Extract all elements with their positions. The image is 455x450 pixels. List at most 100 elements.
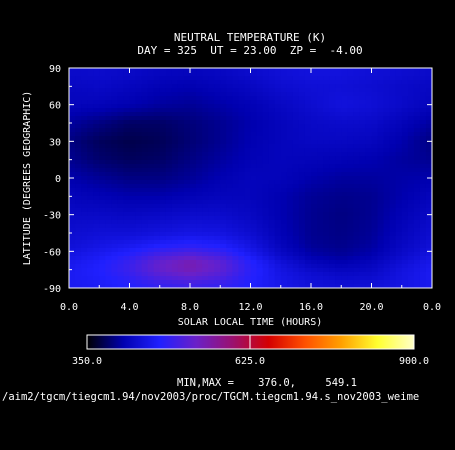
heatmap-cell bbox=[359, 248, 367, 253]
heatmap-cell bbox=[262, 196, 270, 201]
heatmap-cell bbox=[105, 180, 112, 185]
heatmap-cell bbox=[202, 84, 209, 89]
heatmap-cell bbox=[286, 268, 294, 273]
heatmap-cell bbox=[323, 172, 330, 177]
heatmap-cell bbox=[244, 228, 252, 233]
heatmap-cell bbox=[93, 168, 100, 173]
heatmap-cell bbox=[389, 212, 397, 217]
heatmap-cell bbox=[99, 144, 106, 149]
heatmap-cell bbox=[129, 172, 137, 177]
heatmap-cell bbox=[135, 76, 143, 81]
heatmap-cell bbox=[365, 212, 373, 217]
heatmap-cell bbox=[123, 168, 131, 173]
heatmap-cell bbox=[250, 104, 258, 109]
heatmap-cell bbox=[147, 244, 155, 249]
heatmap-cell bbox=[323, 128, 330, 133]
heatmap-cell bbox=[165, 100, 173, 105]
heatmap-cell bbox=[274, 156, 282, 161]
heatmap-cell bbox=[329, 108, 336, 113]
heatmap-cell bbox=[220, 244, 227, 249]
heatmap-cell bbox=[365, 280, 373, 285]
heatmap-cell bbox=[298, 264, 306, 269]
heatmap-cell bbox=[395, 184, 403, 189]
heatmap-cell bbox=[214, 192, 221, 197]
heatmap-cell bbox=[196, 256, 203, 261]
heatmap-cell bbox=[214, 284, 221, 288]
heatmap-cell bbox=[208, 96, 215, 101]
heatmap-cell bbox=[238, 268, 246, 273]
heatmap-cell bbox=[81, 240, 88, 245]
heatmap-cell bbox=[238, 184, 246, 189]
heatmap-cell bbox=[165, 204, 173, 209]
heatmap-cell bbox=[298, 244, 306, 249]
heatmap-cell bbox=[159, 264, 167, 269]
heatmap-cell bbox=[117, 272, 125, 277]
heatmap-cell bbox=[329, 112, 336, 117]
heatmap-cell bbox=[298, 128, 306, 133]
heatmap-cell bbox=[292, 92, 300, 97]
heatmap-cell bbox=[75, 84, 82, 89]
heatmap-cell bbox=[220, 236, 227, 241]
heatmap-cell bbox=[165, 176, 173, 181]
heatmap-cell bbox=[135, 244, 143, 249]
heatmap-cell bbox=[123, 68, 131, 73]
heatmap-cell bbox=[208, 272, 215, 277]
heatmap-cell bbox=[262, 248, 270, 253]
heatmap-cell bbox=[268, 140, 276, 145]
heatmap-cell bbox=[232, 244, 239, 249]
heatmap-cell bbox=[347, 84, 354, 89]
heatmap-cell bbox=[323, 216, 330, 221]
heatmap-cell bbox=[238, 180, 246, 185]
heatmap-cell bbox=[220, 208, 227, 213]
heatmap-cell bbox=[220, 224, 227, 229]
heatmap-cell bbox=[135, 276, 143, 281]
heatmap-cell bbox=[147, 216, 155, 221]
heatmap-cell bbox=[105, 264, 112, 269]
heatmap-cell bbox=[81, 76, 88, 81]
heatmap-cell bbox=[99, 100, 106, 105]
heatmap-cell bbox=[389, 220, 397, 225]
heatmap-cell bbox=[383, 244, 391, 249]
heatmap-cell bbox=[202, 96, 209, 101]
heatmap-cell bbox=[171, 252, 179, 257]
heatmap-cell bbox=[153, 104, 161, 109]
heatmap-cell bbox=[244, 84, 252, 89]
heatmap-cell bbox=[280, 168, 288, 173]
heatmap-cell bbox=[75, 220, 82, 225]
heatmap-cell bbox=[190, 108, 197, 113]
heatmap-cell bbox=[93, 76, 100, 81]
heatmap-cell bbox=[413, 192, 421, 197]
heatmap-cell bbox=[87, 236, 94, 241]
heatmap-cell bbox=[389, 204, 397, 209]
heatmap-cell bbox=[165, 256, 173, 261]
heatmap-cell bbox=[341, 104, 348, 109]
heatmap-cell bbox=[147, 268, 155, 273]
heatmap-cell bbox=[214, 208, 221, 213]
heatmap-cell bbox=[129, 204, 137, 209]
heatmap-cell bbox=[419, 260, 427, 265]
heatmap-cell bbox=[190, 180, 197, 185]
heatmap-cell bbox=[177, 224, 185, 229]
heatmap-cell bbox=[335, 168, 342, 173]
heatmap-cell bbox=[413, 252, 421, 257]
heatmap-cell bbox=[304, 164, 312, 169]
heatmap-cell bbox=[256, 220, 264, 225]
heatmap-cell bbox=[335, 124, 342, 129]
heatmap-cell bbox=[87, 212, 94, 217]
heatmap-cell bbox=[359, 144, 367, 149]
heatmap-cell bbox=[329, 228, 336, 233]
heatmap-cell bbox=[214, 160, 221, 165]
heatmap-cell bbox=[413, 240, 421, 245]
heatmap-cell bbox=[190, 252, 197, 257]
heatmap-cell bbox=[419, 156, 427, 161]
heatmap-cell bbox=[407, 96, 415, 101]
heatmap-cell bbox=[304, 100, 312, 105]
heatmap-cell bbox=[117, 224, 125, 229]
heatmap-cell bbox=[69, 84, 76, 89]
heatmap-cell bbox=[329, 268, 336, 273]
heatmap-cell bbox=[353, 152, 360, 157]
heatmap-cell bbox=[377, 116, 385, 121]
heatmap-cell bbox=[425, 276, 432, 281]
heatmap-cell bbox=[413, 208, 421, 213]
heatmap-cell bbox=[171, 92, 179, 97]
